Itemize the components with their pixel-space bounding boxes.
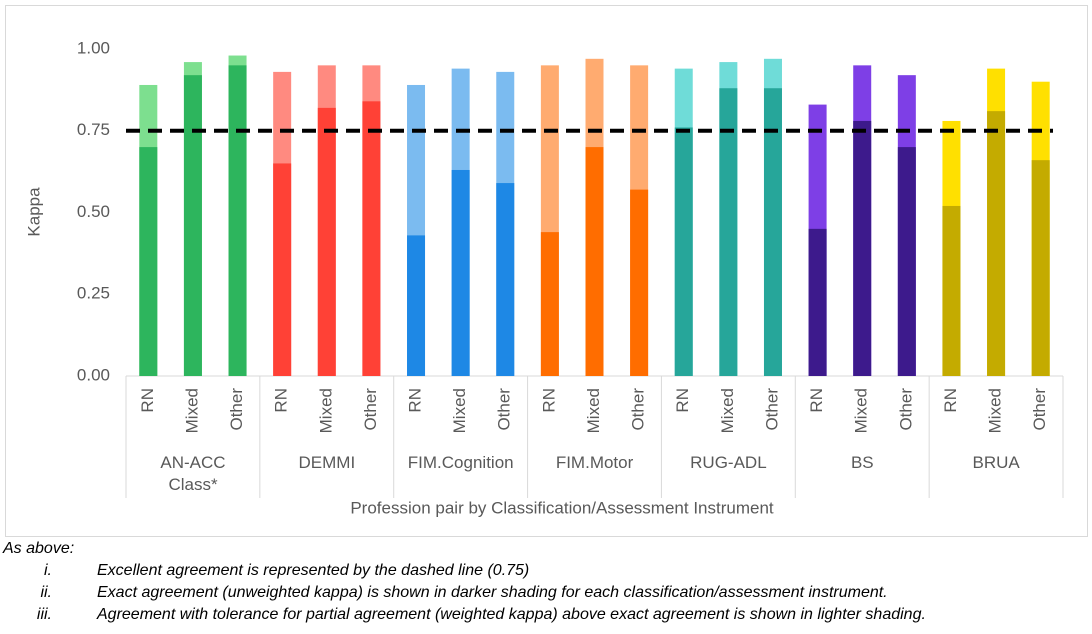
x-tick-label: Mixed [718,388,737,433]
x-tick-label: Mixed [852,388,871,433]
bar-exact [540,232,559,376]
x-tick-label: Other [361,388,380,431]
group-label: FIM.Motor [555,453,634,472]
y-tick-label: 0.00 [77,365,110,384]
group-label: RUG-ADL [690,453,767,472]
y-tick-label: 0.50 [77,202,110,221]
bar-exact [273,163,292,376]
bar-exact [630,189,649,376]
x-tick-label: Mixed [450,388,469,433]
x-axis-label: Profession pair by Classification/Assess… [350,498,774,517]
bar-exact [585,147,604,376]
bar-exact [183,75,202,376]
note-text: Exact agreement (unweighted kappa) is sh… [97,584,888,601]
bar-exact [228,65,247,376]
note-numeral: ii. [40,584,52,601]
bar-exact [674,127,693,376]
x-tick-label: RN [138,388,157,413]
x-tick-label: Other [495,388,514,431]
y-tick-label: 0.25 [77,284,110,303]
bar-exact [942,205,961,376]
group-label: BRUA [972,453,1020,472]
bar-exact [853,120,872,376]
x-tick-label: Mixed [316,388,335,433]
note-text: Excellent agreement is represented by th… [97,562,529,579]
bar-exact [362,101,381,376]
bar-exact [496,183,515,376]
note-numeral: iii. [37,606,52,623]
x-tick-label: Other [896,388,915,431]
x-tick-label: Mixed [584,388,603,433]
bar-exact [139,147,158,376]
bar-exact [763,88,782,377]
group-label: FIM.Cognition [407,453,514,472]
x-tick-label: Mixed [986,388,1005,433]
x-tick-label: RN [807,388,826,413]
bar-exact [317,107,336,377]
group-label: DEMMI [298,453,356,472]
y-tick-label: 1.00 [77,38,110,57]
bar-exact [897,147,916,376]
x-tick-label: Other [629,388,648,431]
x-tick-label: Other [1030,388,1049,431]
x-tick-label: RN [272,388,291,413]
bar-exact [808,228,827,376]
bar-exact [719,88,738,377]
y-tick-label: 0.75 [77,120,110,139]
bar-exact [1031,160,1050,376]
notes-intro: As above: [2,540,74,557]
x-tick-label: RN [539,388,558,413]
x-tick-label: RN [941,388,960,413]
chart-border [5,5,1088,537]
x-tick-label: Mixed [182,388,201,433]
x-tick-label: RN [673,388,692,413]
group-label: AN-ACC Class* [160,453,226,494]
x-tick-label: RN [406,388,425,413]
note-numeral: i. [44,562,52,579]
x-tick-label: Other [227,388,246,431]
bar-exact [407,235,426,376]
group-label: BS [850,453,874,472]
bar-exact [451,169,470,376]
bar-exact [987,111,1006,376]
note-text: Agreement with tolerance for partial agr… [96,606,926,623]
x-tick-label: Other [762,388,781,431]
y-axis-label: Kappa [24,187,43,237]
